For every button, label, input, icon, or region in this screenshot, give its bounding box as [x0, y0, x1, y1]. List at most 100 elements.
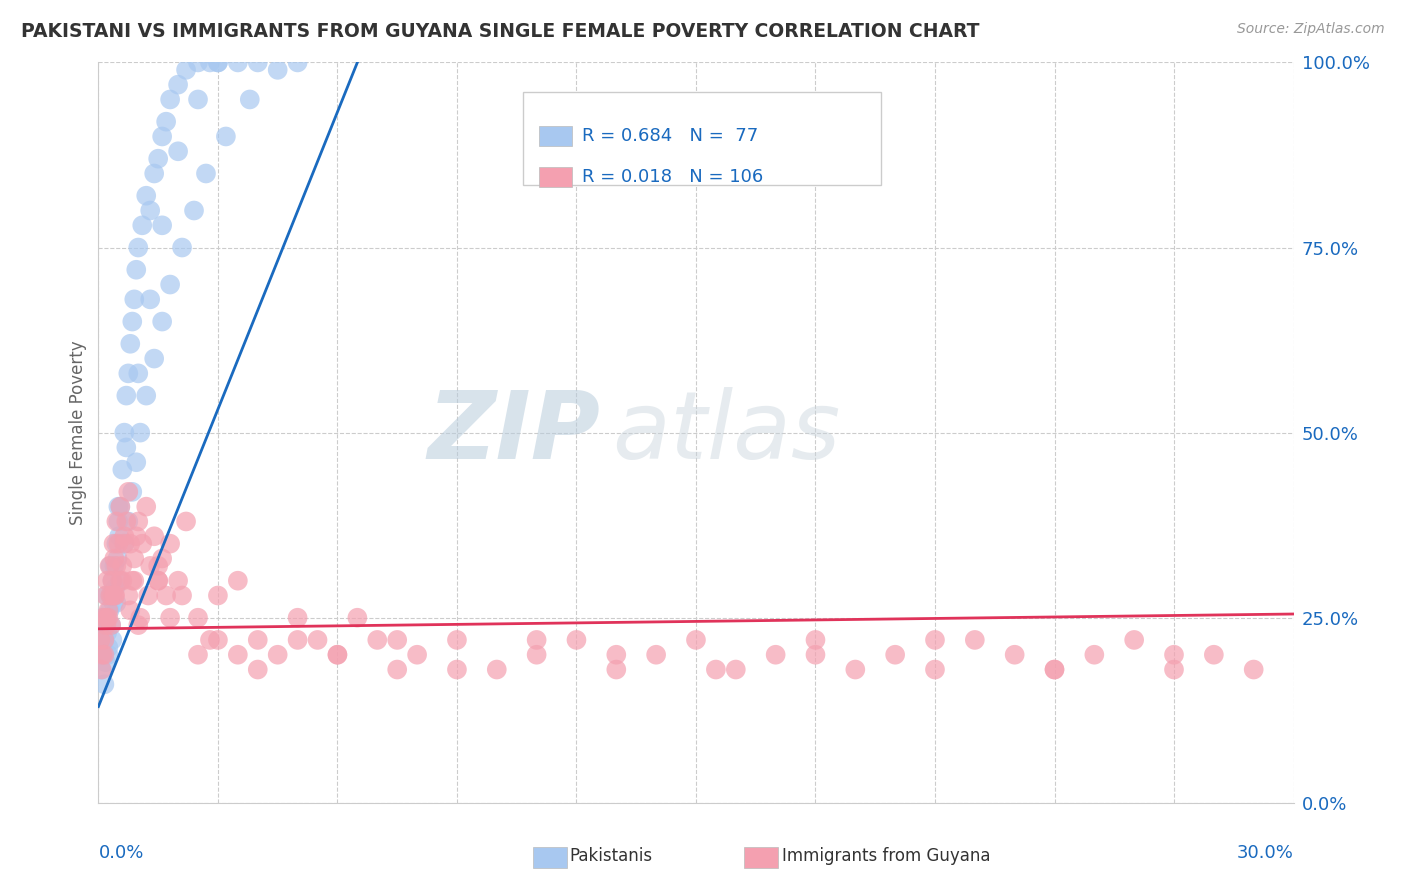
Point — [159, 277, 181, 292]
Point — [125, 529, 148, 543]
Point — [96, 618, 118, 632]
Point — [446, 632, 468, 647]
Point — [963, 632, 986, 647]
Y-axis label: Single Female Poverty: Single Female Poverty — [69, 341, 87, 524]
Point — [148, 558, 170, 573]
Point — [115, 441, 138, 455]
Point — [96, 610, 118, 624]
Point — [110, 500, 132, 514]
Point — [565, 632, 588, 647]
Point — [804, 648, 827, 662]
Point — [101, 632, 124, 647]
Point — [150, 551, 173, 566]
Point — [526, 632, 548, 647]
Point — [127, 515, 149, 529]
Point — [121, 314, 143, 328]
Text: R = 0.018   N = 106: R = 0.018 N = 106 — [582, 169, 763, 186]
Point — [226, 574, 249, 588]
Point — [195, 166, 218, 180]
Point — [246, 663, 269, 677]
Point — [136, 589, 159, 603]
Point — [207, 589, 229, 603]
Point — [159, 536, 181, 550]
Point — [326, 648, 349, 662]
Point — [129, 425, 152, 440]
Point — [645, 648, 668, 662]
Point — [1083, 648, 1105, 662]
Point — [172, 240, 194, 255]
Point — [159, 610, 181, 624]
Point — [112, 425, 135, 440]
Point — [120, 336, 142, 351]
Point — [94, 589, 117, 603]
Point — [98, 589, 122, 603]
Point — [844, 663, 866, 677]
Point — [167, 574, 190, 588]
FancyBboxPatch shape — [540, 127, 572, 146]
Point — [91, 618, 114, 632]
Point — [148, 574, 170, 588]
Point — [406, 648, 429, 662]
Point — [765, 648, 787, 662]
Point — [207, 632, 229, 647]
Text: 30.0%: 30.0% — [1237, 844, 1294, 862]
Point — [167, 145, 190, 159]
Point — [125, 455, 148, 469]
Point — [105, 536, 128, 550]
Point — [111, 462, 134, 476]
Point — [155, 114, 177, 128]
Point — [287, 632, 309, 647]
Point — [127, 367, 149, 381]
Point — [121, 484, 143, 499]
Point — [91, 610, 114, 624]
Point — [174, 62, 197, 77]
Point — [112, 536, 135, 550]
Point — [139, 293, 162, 307]
Point — [107, 515, 129, 529]
Point — [105, 596, 128, 610]
Point — [704, 663, 727, 677]
Point — [103, 589, 125, 603]
Point — [267, 62, 290, 77]
Point — [111, 574, 134, 588]
Point — [385, 632, 409, 647]
Point — [226, 55, 249, 70]
Point — [131, 219, 153, 233]
Point — [101, 589, 124, 603]
Text: Source: ZipAtlas.com: Source: ZipAtlas.com — [1237, 22, 1385, 37]
Point — [98, 589, 122, 603]
Point — [94, 655, 117, 669]
Point — [110, 574, 132, 588]
Point — [93, 648, 115, 662]
Point — [115, 388, 138, 402]
Point — [446, 663, 468, 677]
Point — [1163, 648, 1185, 662]
Point — [207, 55, 229, 70]
Point — [100, 618, 122, 632]
Point — [187, 648, 209, 662]
Point — [117, 367, 139, 381]
Point — [131, 536, 153, 550]
Point — [112, 536, 135, 550]
Point — [187, 55, 209, 70]
Point — [104, 589, 127, 603]
Point — [93, 677, 115, 691]
Point — [127, 618, 149, 632]
Point — [924, 632, 946, 647]
Point — [97, 603, 120, 617]
Point — [117, 589, 139, 603]
Point — [103, 536, 125, 550]
Point — [121, 574, 143, 588]
Text: PAKISTANI VS IMMIGRANTS FROM GUYANA SINGLE FEMALE POVERTY CORRELATION CHART: PAKISTANI VS IMMIGRANTS FROM GUYANA SING… — [21, 22, 980, 41]
Point — [187, 92, 209, 106]
Point — [105, 558, 128, 573]
Point — [198, 55, 221, 70]
Text: R = 0.684   N =  77: R = 0.684 N = 77 — [582, 128, 759, 145]
Point — [685, 632, 707, 647]
Point — [110, 500, 132, 514]
Point — [89, 632, 111, 647]
Point — [159, 92, 181, 106]
Point — [207, 55, 229, 70]
Point — [96, 589, 118, 603]
Point — [89, 632, 111, 647]
